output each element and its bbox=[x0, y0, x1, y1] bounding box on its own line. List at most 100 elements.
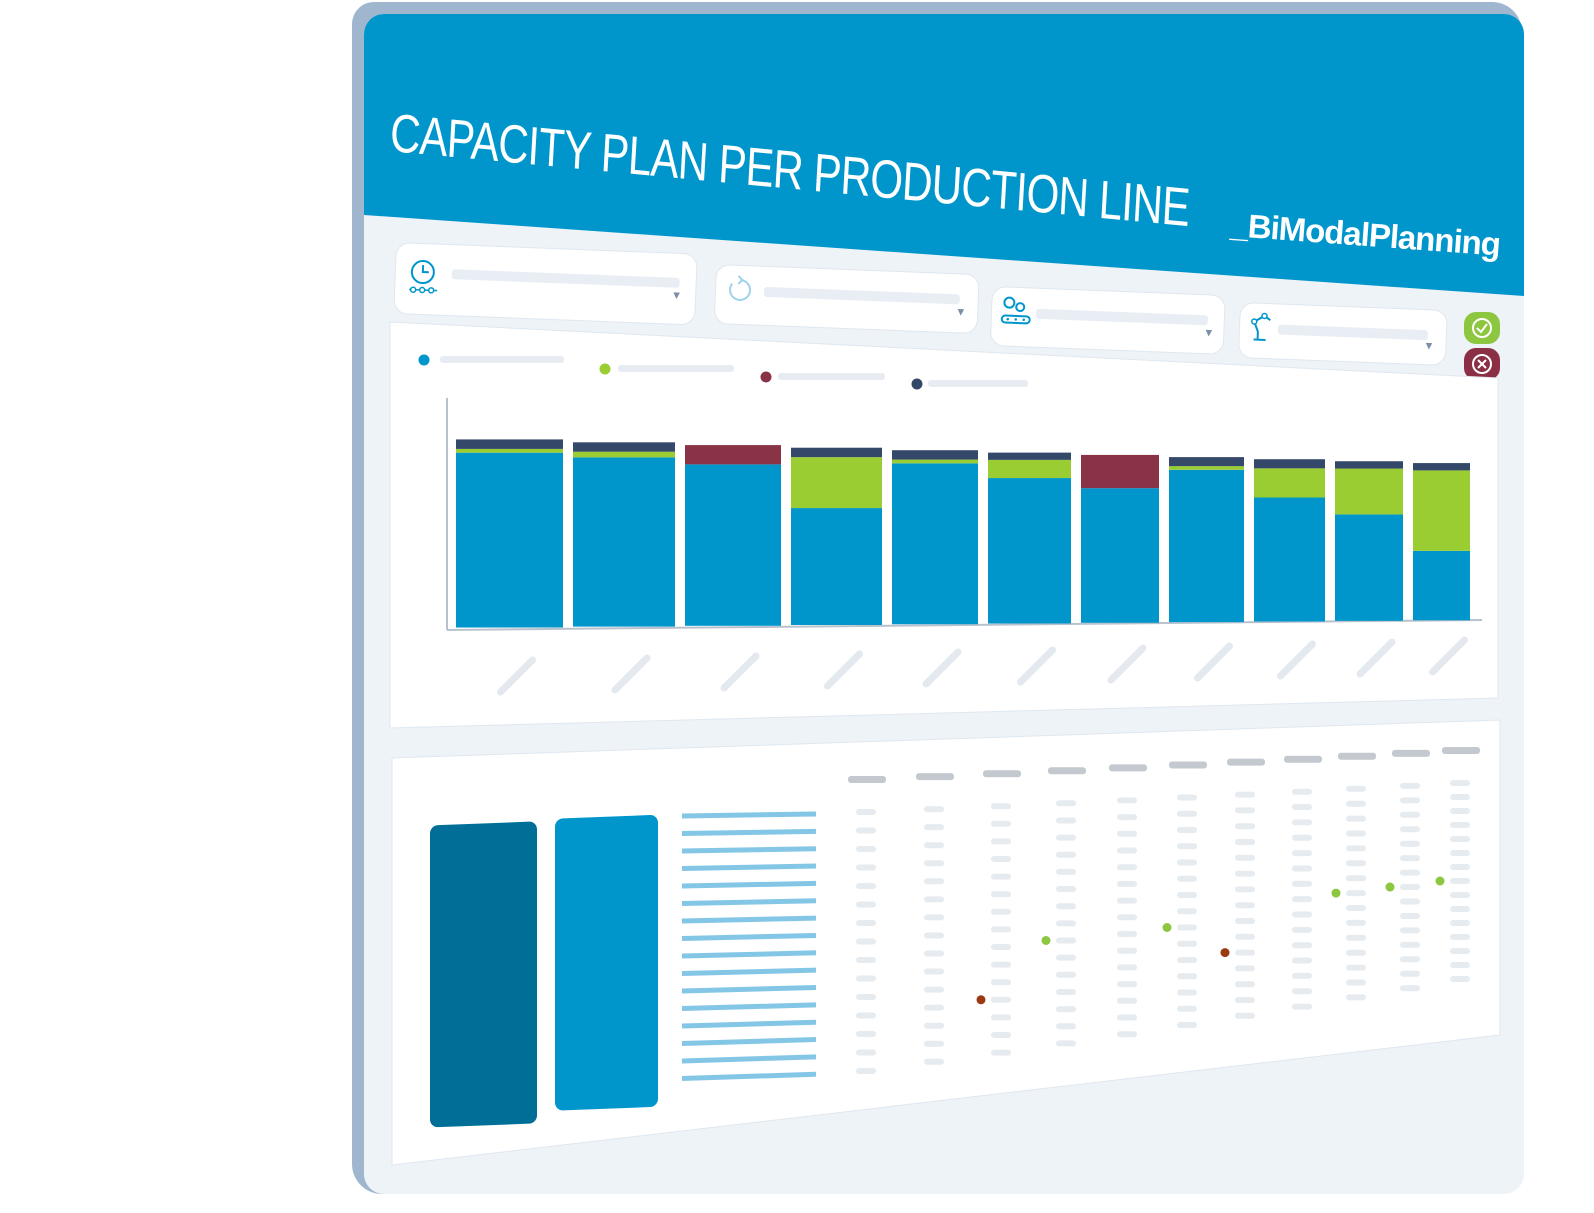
table-cell bbox=[924, 1004, 944, 1011]
table-cell bbox=[924, 1058, 944, 1065]
table-cell bbox=[1346, 994, 1366, 1001]
table-cell bbox=[1346, 934, 1366, 941]
x-tick-label bbox=[824, 650, 863, 690]
table-cell bbox=[1177, 827, 1197, 833]
bar-segment bbox=[1413, 463, 1470, 471]
filter-dropdown-resource[interactable]: ▼ bbox=[1237, 302, 1448, 366]
bar-segment bbox=[1081, 454, 1159, 489]
table-cell bbox=[1292, 942, 1312, 949]
row-label bbox=[681, 915, 817, 924]
table-cell bbox=[1056, 817, 1076, 824]
legend-label bbox=[778, 373, 885, 380]
bar-segment bbox=[1335, 468, 1403, 515]
row-label bbox=[681, 1071, 817, 1081]
table-cell bbox=[1450, 794, 1470, 800]
table-cell bbox=[1346, 875, 1366, 882]
legend-dot bbox=[418, 354, 430, 366]
table-cell bbox=[856, 1068, 876, 1074]
table-cell bbox=[1400, 985, 1420, 992]
table-cell bbox=[1346, 845, 1366, 852]
column-header bbox=[1338, 752, 1376, 760]
table-cell bbox=[1056, 988, 1076, 995]
table-cell bbox=[1400, 840, 1420, 847]
legend-label bbox=[618, 365, 734, 372]
status-marker bbox=[976, 995, 986, 1005]
table-cell bbox=[1056, 886, 1076, 893]
table-cell bbox=[991, 820, 1011, 827]
table-cell bbox=[1450, 934, 1470, 940]
table-cell bbox=[1292, 819, 1312, 826]
column-header bbox=[1392, 749, 1430, 757]
table-cell bbox=[1235, 807, 1255, 814]
table-cell bbox=[1056, 1023, 1076, 1030]
bar-segment bbox=[791, 457, 882, 509]
clock-timeline-icon bbox=[409, 260, 438, 294]
table-cell bbox=[856, 975, 876, 982]
table-cell bbox=[1177, 957, 1197, 963]
table-cell bbox=[1117, 797, 1137, 804]
confirm-button[interactable] bbox=[1464, 312, 1500, 344]
table-cell bbox=[1235, 918, 1255, 924]
x-tick-label bbox=[611, 654, 651, 694]
table-cell bbox=[1292, 788, 1312, 795]
table-cell bbox=[1450, 892, 1470, 898]
table-cell bbox=[1056, 1006, 1076, 1013]
bar-segment bbox=[1413, 550, 1470, 621]
table-cell bbox=[1117, 847, 1137, 854]
row-label bbox=[681, 898, 817, 906]
capacity-table bbox=[430, 747, 1480, 1128]
bar-segment bbox=[456, 448, 563, 453]
table-cell bbox=[1235, 839, 1255, 845]
bar-segment bbox=[685, 464, 781, 626]
table-cell bbox=[856, 957, 876, 963]
table-cell bbox=[1346, 890, 1366, 897]
bar-segment bbox=[988, 478, 1071, 624]
table-cell bbox=[1400, 927, 1420, 934]
table-cell bbox=[1346, 800, 1366, 807]
cancel-button[interactable] bbox=[1464, 348, 1500, 380]
table-cell bbox=[1177, 924, 1197, 931]
x-tick-label bbox=[922, 648, 962, 688]
close-icon bbox=[1472, 354, 1492, 374]
column-header bbox=[1109, 764, 1147, 772]
x-axis-line bbox=[446, 619, 1483, 631]
table-cell bbox=[991, 891, 1011, 898]
table-cell bbox=[1235, 823, 1255, 830]
filter-dropdown-line[interactable]: ▼ bbox=[989, 286, 1226, 355]
table-cell bbox=[1346, 815, 1366, 822]
bar-segment bbox=[988, 452, 1071, 460]
bar-segment bbox=[892, 459, 978, 464]
table-cell bbox=[856, 846, 876, 852]
x-tick-label bbox=[497, 656, 536, 696]
filter-dropdown-period[interactable]: ▼ bbox=[393, 242, 698, 326]
row-label bbox=[681, 932, 817, 941]
table-cell bbox=[1056, 903, 1076, 910]
bar-segment bbox=[1413, 470, 1470, 551]
table-cell bbox=[924, 860, 944, 867]
column-header bbox=[1048, 767, 1086, 775]
table-cell bbox=[1117, 981, 1137, 988]
row-label bbox=[681, 1002, 817, 1011]
table-cell bbox=[924, 986, 944, 993]
conveyor-gears-icon bbox=[1000, 296, 1031, 325]
table-cell bbox=[856, 1012, 876, 1019]
row-label bbox=[681, 985, 817, 994]
table-cell bbox=[1056, 954, 1076, 961]
table-cell bbox=[1450, 906, 1470, 912]
table-cell bbox=[1117, 864, 1137, 871]
table-cell bbox=[1117, 830, 1137, 837]
bar-segment bbox=[573, 442, 675, 452]
table-cell bbox=[1292, 896, 1312, 903]
table-cell bbox=[991, 996, 1011, 1003]
table-cell bbox=[1117, 897, 1137, 904]
table-cell bbox=[924, 806, 944, 813]
bar-segment bbox=[1254, 468, 1325, 498]
table-cell bbox=[1400, 941, 1420, 948]
table-cell bbox=[991, 838, 1011, 845]
filter-dropdown-cycle[interactable]: ▼ bbox=[713, 264, 980, 335]
table-cell bbox=[924, 914, 944, 921]
table-cell bbox=[1235, 902, 1255, 909]
table-cell bbox=[1450, 948, 1470, 954]
row-label bbox=[681, 880, 817, 889]
